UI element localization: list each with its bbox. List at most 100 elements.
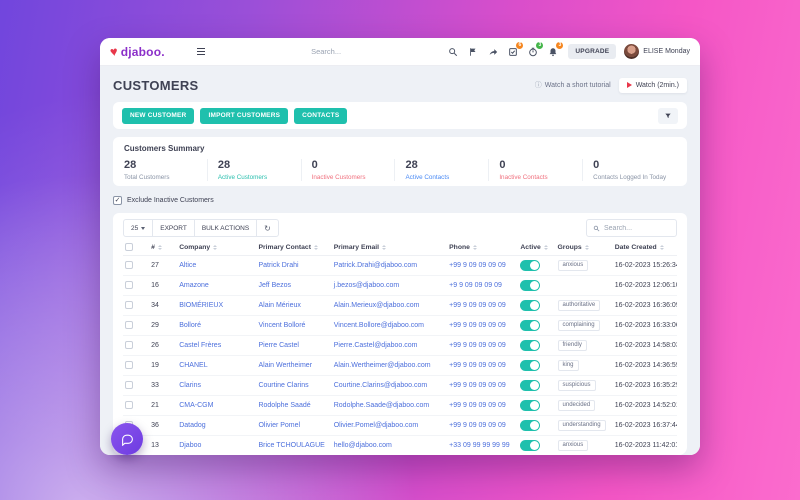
company-link[interactable]: Clarins xyxy=(179,381,201,389)
column-header-groups[interactable]: Groups xyxy=(558,244,611,251)
table-row[interactable]: 29 Bolloré Vincent Bolloré Vincent.Bollore@… xyxy=(123,315,677,336)
contact-link[interactable]: Vincent Bolloré xyxy=(258,321,306,329)
email-link[interactable]: Olivier.Pomel@djaboo.com xyxy=(333,421,419,429)
table-row[interactable]: 16 Amazone Jeff Bezos j.bezos@djaboo.com +9 … xyxy=(123,275,677,296)
table-row[interactable]: 19 CHANEL Alain Wertheimer Alain.Wertheimer… xyxy=(123,355,677,376)
table-row[interactable]: 36 Datadog Olivier Pomel Olivier.Pomel@djab… xyxy=(123,415,677,436)
user-name[interactable]: ELISE Monday xyxy=(643,48,690,55)
refresh-button[interactable]: ↻ xyxy=(256,219,279,237)
column-header-phone[interactable]: Phone xyxy=(449,244,516,251)
row-checkbox[interactable] xyxy=(125,281,133,289)
email-link[interactable]: Vincent.Bollore@djaboo.com xyxy=(333,321,424,329)
company-link[interactable]: BIOMÉRIEUX xyxy=(179,301,224,309)
phone-number: +99 9 09 09 09 09 xyxy=(449,341,506,349)
column-header-active[interactable]: Active xyxy=(520,244,553,251)
company-link[interactable]: Altice xyxy=(179,261,197,269)
global-search-input[interactable] xyxy=(204,47,448,56)
bell-icon[interactable]: 3 xyxy=(547,42,564,57)
company-link[interactable]: Amazone xyxy=(179,281,209,289)
column-header-primary-email[interactable]: Primary Email xyxy=(334,244,445,251)
row-checkbox[interactable] xyxy=(125,401,133,409)
row-number: 19 xyxy=(149,355,178,376)
group-badge: understanding xyxy=(557,419,606,431)
sort-icon xyxy=(584,245,589,250)
contact-link[interactable]: Jeff Bezos xyxy=(258,281,292,289)
row-checkbox[interactable] xyxy=(125,381,133,389)
active-toggle[interactable] xyxy=(520,399,541,411)
contact-link[interactable]: Courtine Clarins xyxy=(258,381,309,389)
table-row[interactable]: 21 CMA-CGM Rodolphe Saadé Rodolphe.Saade@dj… xyxy=(123,395,677,416)
active-toggle[interactable] xyxy=(520,439,541,451)
upgrade-button[interactable]: UPGRADE xyxy=(568,44,617,59)
row-checkbox[interactable] xyxy=(125,321,133,329)
row-checkbox[interactable] xyxy=(125,261,133,269)
column-header-primary-contact[interactable]: Primary Contact xyxy=(258,244,329,251)
row-checkbox[interactable] xyxy=(125,301,133,309)
contact-link[interactable]: Alain Mérieux xyxy=(258,301,301,309)
column-header-company[interactable]: Company xyxy=(179,244,254,251)
table-row[interactable]: 13 Djaboo Brice TCHOULAGUE hello@djaboo.com… xyxy=(123,435,677,455)
email-link[interactable]: Alain.Merieux@djaboo.com xyxy=(333,301,420,309)
table-search-input[interactable] xyxy=(604,224,670,232)
contact-link[interactable]: Pierre Castel xyxy=(258,341,299,349)
email-link[interactable]: Patrick.Drahi@djaboo.com xyxy=(333,261,418,269)
active-toggle[interactable] xyxy=(520,299,541,311)
bulk-actions-button[interactable]: BULK ACTIONS xyxy=(193,219,258,237)
company-link[interactable]: CMA-CGM xyxy=(179,401,214,409)
column-header-date-created[interactable]: Date Created xyxy=(615,244,675,251)
new-customer-button[interactable]: NEW CUSTOMER xyxy=(122,107,195,124)
table-row[interactable]: 26 Castel Frères Pierre Castel Pierre.Caste… xyxy=(123,335,677,356)
tasks-icon[interactable]: 6 xyxy=(507,42,524,57)
chat-widget-button[interactable] xyxy=(111,423,143,455)
import-customers-button[interactable]: IMPORT CUSTOMERS xyxy=(200,107,289,124)
active-toggle[interactable] xyxy=(520,419,541,431)
exclude-inactive-checkbox[interactable]: ✓ xyxy=(113,195,122,205)
share-icon[interactable] xyxy=(487,46,498,57)
summary-value: 28 xyxy=(124,159,137,171)
export-button[interactable]: EXPORT xyxy=(152,219,195,237)
table-row[interactable]: 27 Altice Patrick Drahi Patrick.Drahi@djabo… xyxy=(123,255,677,276)
company-link[interactable]: Djaboo xyxy=(179,441,202,449)
column-label: Company xyxy=(179,243,211,251)
column-header--[interactable]: # xyxy=(151,244,175,251)
table-row[interactable]: 34 BIOMÉRIEUX Alain Mérieux Alain.Merieux@d… xyxy=(123,295,677,316)
company-link[interactable]: Bolloré xyxy=(179,321,201,329)
company-link[interactable]: Datadog xyxy=(179,421,206,429)
email-link[interactable]: hello@djaboo.com xyxy=(333,441,392,449)
table-search-box xyxy=(586,219,677,237)
menu-icon[interactable] xyxy=(196,47,205,56)
active-toggle[interactable] xyxy=(520,319,541,331)
active-toggle[interactable] xyxy=(520,359,541,371)
active-toggle[interactable] xyxy=(520,279,541,291)
email-link[interactable]: Courtine.Clarins@djaboo.com xyxy=(333,381,428,389)
active-toggle[interactable] xyxy=(520,259,541,271)
contact-link[interactable]: Patrick Drahi xyxy=(258,261,299,269)
page-size-select[interactable]: 25 xyxy=(123,219,154,237)
row-checkbox[interactable] xyxy=(125,341,133,349)
contact-link[interactable]: Brice TCHOULAGUE xyxy=(258,441,325,449)
active-toggle[interactable] xyxy=(520,379,541,391)
watch-video-button[interactable]: Watch (2min.) xyxy=(618,77,687,93)
table-row[interactable]: 33 Clarins Courtine Clarins Courtine.Clarin… xyxy=(123,375,677,396)
contact-link[interactable]: Rodolphe Saadé xyxy=(258,401,311,409)
contact-link[interactable]: Olivier Pomel xyxy=(258,421,301,429)
email-link[interactable]: Alain.Wertheimer@djaboo.com xyxy=(333,361,431,369)
column-label: Primary Email xyxy=(333,243,380,251)
tutorial-link[interactable]: ⓘ Watch a short tutorial xyxy=(534,81,611,90)
active-toggle[interactable] xyxy=(520,339,541,351)
email-link[interactable]: Rodolphe.Saade@djaboo.com xyxy=(333,401,430,409)
email-link[interactable]: j.bezos@djaboo.com xyxy=(333,281,400,289)
company-link[interactable]: CHANEL xyxy=(179,361,208,369)
email-link[interactable]: Pierre.Castel@djaboo.com xyxy=(333,341,418,349)
row-checkbox[interactable] xyxy=(125,361,133,369)
user-avatar[interactable] xyxy=(624,44,640,59)
flag-icon[interactable] xyxy=(467,46,478,57)
select-all-checkbox[interactable] xyxy=(125,243,133,252)
filter-button[interactable] xyxy=(658,107,678,124)
app-logo[interactable]: ♥ djaboo. xyxy=(109,44,165,60)
contacts-button[interactable]: CONTACTS xyxy=(294,107,348,124)
timer-icon[interactable]: 3 xyxy=(527,42,544,57)
contact-link[interactable]: Alain Wertheimer xyxy=(258,361,313,369)
company-link[interactable]: Castel Frères xyxy=(179,341,222,349)
search-icon[interactable] xyxy=(447,46,458,57)
